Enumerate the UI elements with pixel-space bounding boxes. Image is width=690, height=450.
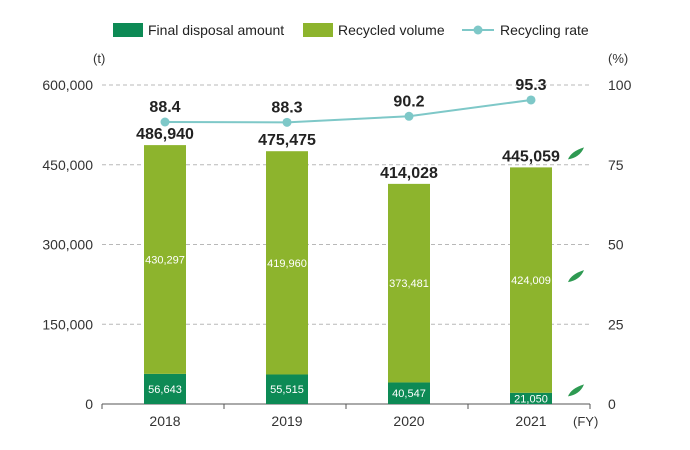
y-left-tick-label: 450,000 xyxy=(42,157,93,173)
legend-label-final-disposal: Final disposal amount xyxy=(148,22,284,38)
y-right-tick-label: 0 xyxy=(608,396,616,412)
data-label-recycled-volume: 424,009 xyxy=(511,275,551,287)
legend-label-recycled-volume: Recycled volume xyxy=(338,22,445,38)
x-tick-label: 2021 xyxy=(515,413,546,429)
bar-final-disposal-2018[interactable] xyxy=(144,373,186,404)
recycling-rate-point-2021[interactable] xyxy=(526,95,536,105)
leaf-icon xyxy=(568,384,584,397)
y-right-tick-label: 75 xyxy=(608,157,624,173)
data-label-recycled-volume: 419,960 xyxy=(267,258,307,270)
bar-recycled-volume-2019[interactable] xyxy=(266,151,308,375)
y-left-tick-label: 0 xyxy=(85,396,93,412)
recycling-rate-point-2018[interactable] xyxy=(160,117,170,127)
x-tick-label: 2019 xyxy=(271,413,302,429)
data-label-final-disposal: 55,515 xyxy=(270,384,304,396)
recycling-rate-point-2020[interactable] xyxy=(404,111,414,121)
data-label-recycled-volume: 430,297 xyxy=(145,254,185,266)
data-label-final-disposal: 40,547 xyxy=(392,388,426,400)
bar-recycled-volume-2020[interactable] xyxy=(388,183,430,383)
data-label-final-disposal: 21,050 xyxy=(514,393,548,405)
legend-marker-recycling-rate xyxy=(473,25,483,35)
data-label-total: 445,059 xyxy=(502,148,560,165)
data-label-recycling-rate: 88.3 xyxy=(271,99,302,116)
y-right-tick-label: 25 xyxy=(608,316,624,332)
y-right-unit: (%) xyxy=(608,51,628,66)
bar-final-disposal-2021[interactable] xyxy=(510,392,552,404)
data-label-recycling-rate: 95.3 xyxy=(515,77,546,94)
data-label-final-disposal: 56,643 xyxy=(148,384,182,396)
data-label-recycling-rate: 90.2 xyxy=(393,93,424,110)
legend-label-recycling-rate: Recycling rate xyxy=(500,22,589,38)
x-tick-label: 2020 xyxy=(393,413,424,429)
y-left-tick-label: 150,000 xyxy=(42,316,93,332)
data-label-recycling-rate: 88.4 xyxy=(149,99,180,116)
x-axis-unit: (FY) xyxy=(573,414,598,429)
bar-recycled-volume-2018[interactable] xyxy=(144,145,186,374)
y-left-unit: (t) xyxy=(93,51,105,66)
y-left-tick-label: 300,000 xyxy=(42,237,93,253)
data-label-recycled-volume: 373,481 xyxy=(389,278,429,290)
x-tick-label: 2018 xyxy=(149,413,180,429)
data-label-total: 414,028 xyxy=(380,165,438,182)
bar-recycled-volume-2021[interactable] xyxy=(510,167,552,393)
leaf-icon xyxy=(568,147,584,160)
data-label-total: 486,940 xyxy=(136,126,194,143)
y-right-tick-label: 50 xyxy=(608,237,624,253)
leaf-icon xyxy=(568,270,584,283)
data-label-total: 475,475 xyxy=(258,132,316,149)
legend-swatch-recycled-volume xyxy=(303,23,333,37)
recycling-rate-line xyxy=(164,99,532,124)
bar-final-disposal-2019[interactable] xyxy=(266,374,308,404)
legend-swatch-final-disposal xyxy=(113,23,143,37)
bar-final-disposal-2020[interactable] xyxy=(388,382,430,404)
recycling-rate-point-2019[interactable] xyxy=(282,117,292,127)
y-left-tick-label: 600,000 xyxy=(42,77,93,93)
y-right-tick-label: 100 xyxy=(608,77,632,93)
